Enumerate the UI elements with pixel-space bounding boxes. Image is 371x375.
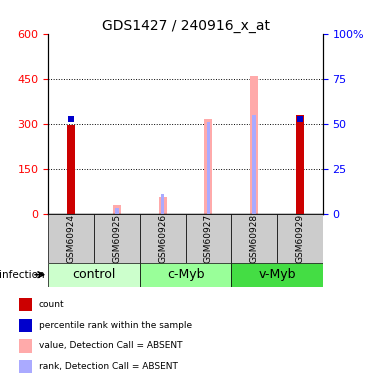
Bar <box>19 360 32 373</box>
Text: rank, Detection Call = ABSENT: rank, Detection Call = ABSENT <box>39 362 177 371</box>
FancyBboxPatch shape <box>231 214 277 262</box>
FancyBboxPatch shape <box>140 262 231 287</box>
Text: control: control <box>72 268 116 281</box>
FancyBboxPatch shape <box>48 262 140 287</box>
Bar <box>67 125 75 214</box>
Text: infection: infection <box>0 270 45 280</box>
Bar <box>207 122 210 214</box>
FancyBboxPatch shape <box>231 262 323 287</box>
Bar <box>115 209 119 214</box>
Text: v-Myb: v-Myb <box>258 268 296 281</box>
Text: GSM60925: GSM60925 <box>112 214 121 262</box>
FancyBboxPatch shape <box>48 214 94 262</box>
Bar <box>161 194 164 214</box>
Bar <box>252 115 256 214</box>
Bar <box>250 76 258 214</box>
Text: count: count <box>39 300 64 309</box>
Text: c-Myb: c-Myb <box>167 268 204 281</box>
Text: GSM60928: GSM60928 <box>250 214 259 262</box>
Title: GDS1427 / 240916_x_at: GDS1427 / 240916_x_at <box>102 19 269 33</box>
Text: percentile rank within the sample: percentile rank within the sample <box>39 321 192 330</box>
Text: GSM60926: GSM60926 <box>158 214 167 262</box>
FancyBboxPatch shape <box>186 214 231 262</box>
FancyBboxPatch shape <box>140 214 186 262</box>
Text: GSM60927: GSM60927 <box>204 214 213 262</box>
FancyBboxPatch shape <box>94 214 140 262</box>
Bar <box>158 197 167 214</box>
Bar <box>296 115 304 214</box>
FancyBboxPatch shape <box>277 214 323 262</box>
Bar <box>19 339 32 352</box>
Bar <box>19 319 32 332</box>
Text: value, Detection Call = ABSENT: value, Detection Call = ABSENT <box>39 341 182 350</box>
Bar <box>19 298 32 311</box>
Bar <box>113 205 121 214</box>
Bar <box>204 119 213 214</box>
Text: GSM60924: GSM60924 <box>67 214 76 262</box>
Text: GSM60929: GSM60929 <box>295 214 304 262</box>
